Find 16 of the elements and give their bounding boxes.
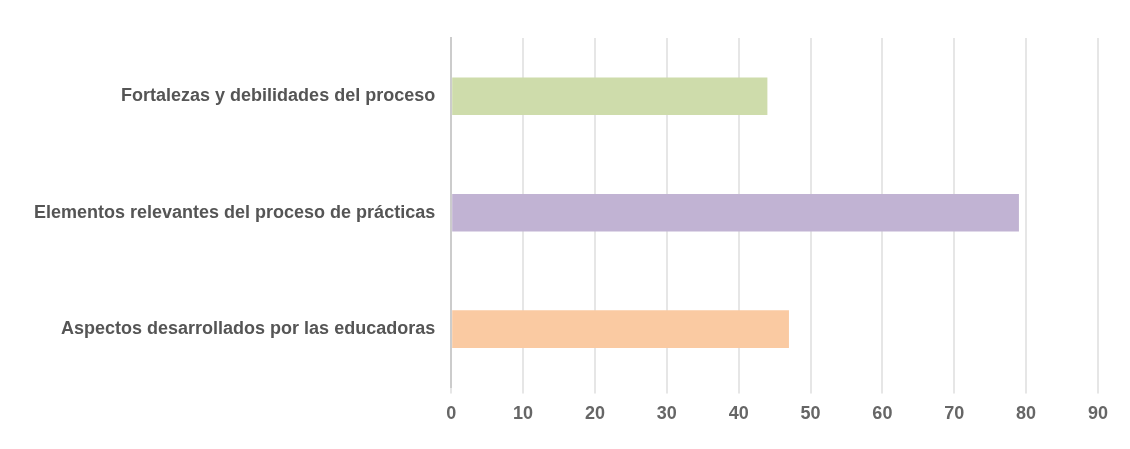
x-tick-label: 0: [446, 403, 457, 424]
x-tick-label: 80: [1016, 403, 1037, 424]
x-tick-label: 50: [800, 403, 821, 424]
bar: [452, 310, 789, 348]
x-tick-label: 20: [584, 403, 605, 424]
x-tick-label: 30: [656, 403, 677, 424]
y-tick-label: Elementos relevantes del proceso de prácticas: [33, 201, 436, 222]
y-tick-label: Aspectos desarrollados por las educadoras: [61, 318, 436, 339]
x-tick-label: 70: [944, 403, 965, 424]
x-tick-label: 90: [1087, 403, 1108, 424]
y-tick-label: Fortalezas y debilidades del proceso: [121, 85, 436, 106]
x-tick-label: 60: [872, 403, 893, 424]
bar: [452, 77, 768, 116]
x-tick-label: 10: [513, 403, 534, 424]
bar: [452, 193, 1019, 232]
x-tick-label: 40: [728, 403, 749, 424]
